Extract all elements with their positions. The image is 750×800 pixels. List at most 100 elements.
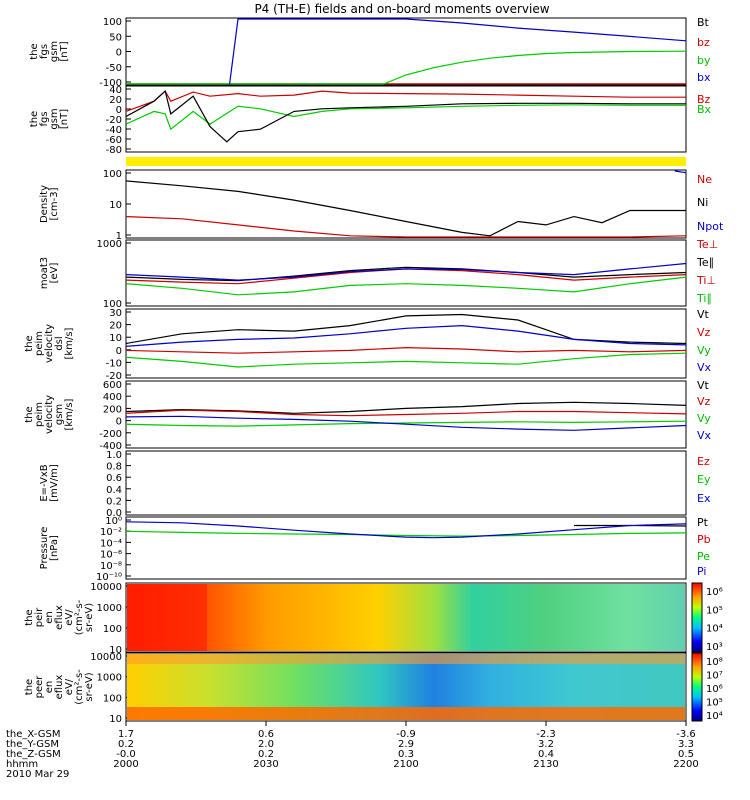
y-tick-label: -100	[99, 78, 122, 89]
legend-entry: Ne	[697, 173, 712, 186]
y-tick-label: 10⁻⁴	[100, 538, 122, 549]
y-tick-label: 200	[103, 404, 122, 415]
colorbar-tick-label: 10⁷	[706, 671, 723, 682]
y-tick-label: 10	[109, 333, 122, 344]
colorbar	[691, 582, 703, 653]
y-axis-label: sr-eV)	[84, 672, 95, 701]
legend-entry: Ex	[697, 492, 711, 505]
y-tick-label: 100	[103, 624, 122, 635]
footer-value: -3.6	[676, 729, 696, 740]
footer-value: -0.0	[116, 749, 136, 760]
y-axis-label: gsm	[49, 108, 60, 129]
y-axis-label: peim	[34, 402, 45, 427]
y-tick-label: 10	[109, 714, 122, 725]
panel-frame	[125, 239, 687, 307]
y-tick-label: 100	[103, 299, 122, 310]
y-tick-label: 10⁻⁸	[100, 561, 122, 572]
series-line-Vt	[125, 313, 687, 345]
series-line-Bz	[125, 90, 686, 112]
y-axis-label: the	[24, 406, 35, 422]
panel-frame	[125, 380, 687, 449]
series-line-by	[126, 50, 687, 85]
colorbar-tick-label: 10³	[706, 642, 723, 653]
y-axis-label: the	[29, 111, 40, 127]
y-axis-label: velocity	[44, 395, 55, 434]
footer-value: 1.7	[118, 729, 134, 740]
y-axis-label: [nT]	[59, 109, 70, 129]
panel-9: the peir en eflux eV/(cm²-s-sr-eV) 10000 1000 1…	[24, 582, 723, 656]
legend-entry: Vz	[697, 395, 711, 408]
series-line-Vt	[125, 401, 687, 414]
y-axis-label: [cm-3]	[49, 187, 60, 220]
footer-value: 2000	[113, 759, 138, 770]
y-tick-label: 600	[103, 380, 122, 391]
y-tick-label: 0	[116, 48, 122, 59]
y-axis-label: eflux	[54, 605, 65, 630]
footer-value: 3.2	[538, 739, 554, 750]
y-axis-label: en	[44, 681, 55, 694]
footer-row-label: the_X-GSM	[6, 729, 60, 740]
y-axis-label: peim	[34, 331, 45, 356]
footer-row-label: 2010 Mar 29	[6, 769, 69, 780]
panel-7: E=-VxB [mV/m] 1.00.80.60.40.20.0 Ez Ey Ex	[39, 450, 711, 519]
y-axis-label: [km/s]	[64, 327, 75, 359]
colorbar-tick-label: 10⁶	[706, 587, 723, 598]
y-axis-label: [nT]	[59, 41, 70, 61]
legend-entry: Vz	[697, 326, 711, 339]
y-tick-label: 10	[109, 200, 122, 211]
y-tick-label: 100	[103, 169, 122, 180]
y-tick-label: 10⁻²	[100, 527, 122, 538]
legend-entry: Vt	[697, 308, 710, 321]
footer-value: 3.3	[678, 739, 694, 750]
y-tick-label: -60	[106, 135, 122, 146]
footer-value: 2100	[393, 759, 418, 770]
series-line-Vz	[125, 409, 687, 417]
y-tick-label: 1.0	[106, 450, 122, 461]
y-tick-label: 30	[109, 308, 122, 319]
series-line-Vy	[125, 352, 687, 368]
series-line-Vz	[125, 346, 687, 354]
series-line-Vx	[125, 324, 687, 347]
y-axis-label: fgs	[39, 111, 50, 126]
y-tick-label: 0.6	[106, 473, 122, 484]
legend-entry: Ey	[697, 473, 711, 486]
y-axis-label: [km/s]	[64, 398, 75, 430]
legend-entry: Pb	[697, 533, 711, 546]
panel-frame	[125, 516, 687, 580]
y-axis-label: [nPa]	[49, 535, 60, 561]
y-axis-label: (cm²-s-	[74, 669, 85, 705]
y-axis-label: [eV]	[49, 263, 60, 284]
legend-entry: Bx	[697, 103, 712, 116]
colorbar-tick-label: 10⁸	[706, 657, 723, 668]
y-tick-label: 10	[109, 645, 122, 656]
colorbar-tick-label: 10⁵	[706, 605, 723, 616]
y-tick-label: 0.2	[106, 496, 122, 507]
y-tick-label: 1000	[97, 673, 122, 684]
y-tick-label: 0	[116, 417, 122, 428]
colorbar-tick-label: 10⁴	[706, 624, 723, 635]
y-axis-label: moat3	[39, 257, 50, 289]
series-line-Npot	[674, 170, 687, 174]
y-tick-label: 0.8	[106, 462, 122, 473]
y-axis-label: the	[24, 609, 35, 625]
y-axis-label: the	[29, 43, 40, 59]
y-axis-label: the	[24, 335, 35, 351]
y-axis-label: Density	[39, 185, 50, 223]
panel-10: the peer en eflux eV/(cm²-s-sr-eV) 10000 1000 1…	[24, 652, 723, 725]
series-line-Bt	[125, 89, 686, 143]
panel-5: the peim velocity dsl [km/s] 30 2010 0-10 -20 Vt V…	[24, 308, 712, 382]
y-axis-label: velocity	[44, 324, 55, 363]
y-tick-label: 20	[109, 321, 122, 332]
y-axis-label: sr-eV)	[84, 603, 95, 632]
colorbar	[691, 652, 703, 722]
y-tick-label: 10000	[90, 582, 122, 593]
series-line-Ni	[125, 180, 686, 237]
legend-entry: bx	[697, 71, 711, 84]
panel-3: Density [cm-3] 100 10 1 Ne Ni Npot	[39, 169, 724, 242]
y-axis-label: peir	[34, 607, 45, 627]
footer-value: 2130	[533, 759, 558, 770]
